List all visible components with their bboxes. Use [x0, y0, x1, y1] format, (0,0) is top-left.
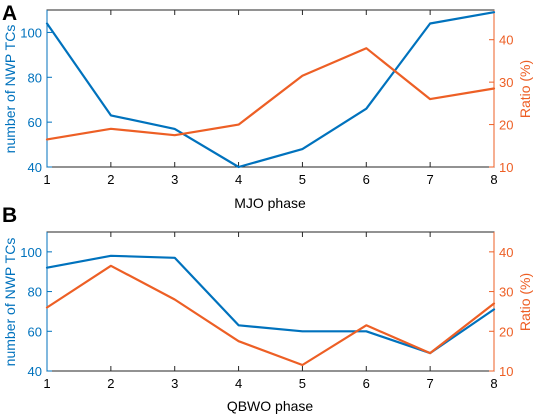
- panel-a-x-tick-label: 4: [235, 172, 242, 187]
- panel-b-plot-frame: [46, 231, 495, 372]
- panel-a-left-y-tick-label: 80: [28, 70, 42, 85]
- panel-a-x-tick-label: 3: [171, 172, 178, 187]
- panel-b-x-tick-label: 4: [235, 376, 242, 391]
- panel-b-x-tick-label: 6: [363, 376, 370, 391]
- panel-b-left-y-tick-label: 100: [20, 245, 42, 260]
- panel-b-right-y-tick-label: 20: [499, 324, 513, 339]
- panel-a-marks: 1 2 3 4 5 6 7 8 40 60 80 100 10 20 30 40: [20, 10, 513, 187]
- panel-a-x-axis-title: MJO phase: [234, 195, 306, 211]
- panel-b-series-left-line: [45, 254, 496, 355]
- panel-a-right-y-tick-label: 40: [499, 33, 513, 48]
- panel-a-right-y-tick-label: 20: [499, 118, 513, 133]
- panel-b-x-tick-label: 5: [299, 376, 306, 391]
- panel-a-x-tick-label: 5: [299, 172, 306, 187]
- panel-a-label: A: [2, 2, 17, 25]
- panel-b-right-y-axis-title: Ratio (%): [517, 273, 533, 331]
- panel-b-x-tick-label: 1: [43, 376, 50, 391]
- panel-b-left-y-tick-label: 80: [28, 285, 42, 300]
- panel-a-left-y-axis-title: number of NWP TCs: [2, 25, 18, 154]
- panel-b-right-y-tick-label: 40: [499, 245, 513, 260]
- panel-b-left-y-tick-label: 40: [28, 364, 42, 379]
- panel-b-x-axis-title: QBWO phase: [227, 398, 314, 414]
- panel-a-x-tick-label: 7: [427, 172, 434, 187]
- panel-a-left-y-tick-label: 60: [28, 115, 42, 130]
- panel-b-right-y-tick-label: 30: [499, 285, 513, 300]
- panel-a-right-y-tick-label: 10: [499, 160, 513, 175]
- panel-b-left-y-tick-label: 60: [28, 324, 42, 339]
- panel-a-left-y-tick-label: 40: [28, 160, 42, 175]
- panel-a-x-tick-label: 8: [490, 172, 497, 187]
- panel-b-right-y-tick-label: 10: [499, 364, 513, 379]
- panel-b-label: B: [2, 204, 17, 227]
- panel-a-right-y-tick-label: 30: [499, 75, 513, 90]
- panel-a-x-tick-label: 1: [43, 172, 50, 187]
- panel-b-x-tick-label: 3: [171, 376, 178, 391]
- panel-a-series-left-line: [45, 11, 496, 169]
- panel-a-plot-frame: [46, 9, 495, 168]
- panel-b-x-tick-label: 2: [107, 376, 114, 391]
- panel-a-series-right-line: [45, 47, 496, 141]
- panel-a-x-tick-label: 6: [363, 172, 370, 187]
- panel-a: A 1 2 3 4 5 6 7 8 40 60 80 100 10 20 30 40 MJO phase nu…: [2, 2, 533, 211]
- panel-a-left-y-tick-label: 100: [20, 25, 42, 40]
- panel-a-right-y-axis-title: Ratio (%): [517, 60, 533, 118]
- panel-b-x-tick-label: 7: [427, 376, 434, 391]
- panel-b-x-tick-label: 8: [490, 376, 497, 391]
- panel-b-left-y-axis-title: number of NWP TCs: [2, 238, 18, 367]
- panel-b-series-right-line: [45, 264, 496, 367]
- panel-a-x-tick-label: 2: [107, 172, 114, 187]
- panel-b: B 1 2 3 4 5 6 7 8 40 60 80 100 10 20 30 40 QBWO phase n…: [2, 204, 533, 414]
- panel-b-marks: 1 2 3 4 5 6 7 8 40 60 80 100 10 20 30 40: [20, 232, 513, 391]
